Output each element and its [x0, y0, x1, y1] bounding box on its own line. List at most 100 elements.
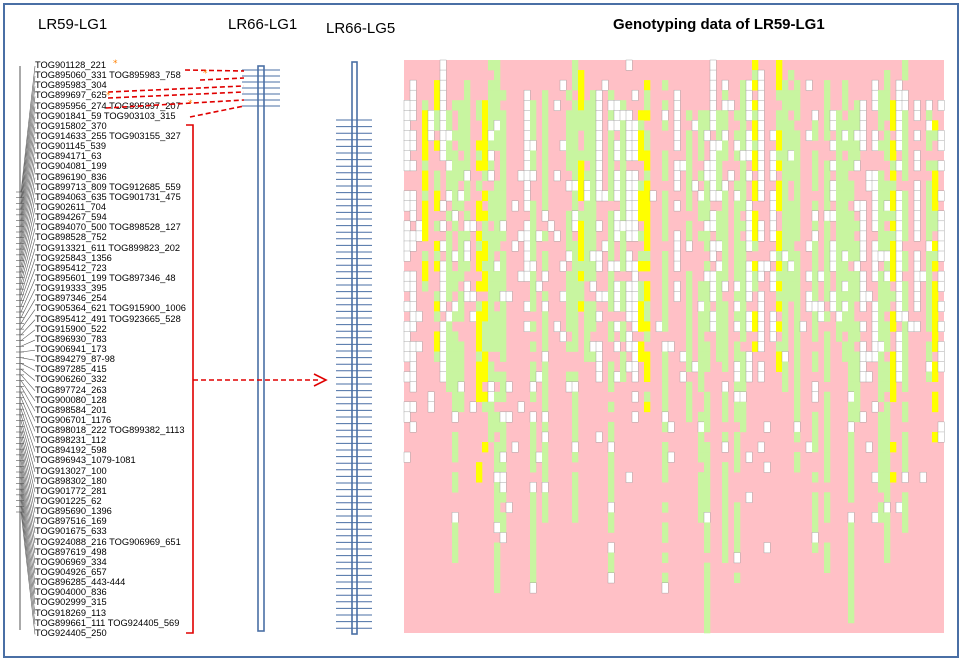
genotype-cell	[578, 281, 585, 292]
genotype-cell	[824, 552, 831, 563]
genotype-cell	[740, 80, 747, 91]
genotype-cell	[565, 180, 573, 192]
genotype-cell	[607, 572, 615, 584]
genotype-cell	[890, 140, 897, 151]
genotype-cell	[638, 341, 645, 352]
genotype-cell	[590, 110, 597, 121]
genotype-cell	[608, 240, 615, 252]
genotype-cell	[439, 341, 447, 353]
genotype-cell	[734, 150, 741, 161]
genotype-cell	[409, 89, 417, 101]
genotype-cell	[722, 522, 729, 533]
genotype-cell	[878, 331, 885, 342]
genotype-cell	[572, 421, 579, 433]
genotype-cell	[788, 160, 795, 171]
genotype-cell	[901, 311, 909, 322]
genotype-cell	[878, 512, 885, 523]
genotype-cell	[613, 371, 621, 383]
genotype-cell	[902, 371, 909, 382]
genotype-cell	[829, 301, 837, 312]
marker-link-line	[20, 471, 36, 564]
genotype-cell	[625, 120, 633, 131]
genotype-cell	[409, 230, 417, 242]
genotype-cell	[542, 120, 549, 131]
genotype-cell	[439, 79, 447, 91]
genotype-cell	[901, 89, 909, 101]
genotype-cell	[620, 301, 627, 312]
genotype-cell	[620, 190, 627, 202]
genotype-cell	[446, 180, 453, 191]
genotype-cell	[613, 190, 621, 202]
genotype-cell	[458, 140, 465, 151]
genotype-cell	[824, 261, 831, 272]
genotype-cell	[848, 562, 855, 573]
genotype-cell	[500, 210, 507, 222]
genotype-cell	[734, 512, 741, 523]
genotype-cell	[722, 140, 729, 151]
genotype-cell	[458, 291, 465, 302]
genotype-cell	[500, 442, 507, 453]
genotype-cell	[673, 100, 681, 111]
genotype-cell	[530, 572, 537, 584]
genotype-cell	[631, 150, 639, 162]
genotype-cell	[913, 200, 921, 212]
genotype-cell	[403, 190, 411, 202]
genotype-cell	[890, 381, 897, 393]
genotype-cell	[482, 251, 489, 262]
genotype-cell	[836, 261, 843, 272]
genotype-cell	[482, 230, 489, 242]
genotype-cell	[631, 170, 639, 182]
genotype-cell	[644, 100, 651, 111]
genotype-cell	[848, 572, 855, 584]
genotype-cell	[890, 311, 897, 322]
genotype-cell	[752, 160, 759, 171]
genotype-cell	[913, 190, 921, 202]
genotype-cell	[403, 230, 411, 242]
genotype-cell	[812, 472, 819, 483]
genotype-cell	[476, 321, 483, 332]
genotype-cell	[937, 341, 945, 353]
marker-label: TOG900080_128	[35, 394, 107, 405]
genotype-cell	[721, 381, 729, 393]
genotype-cell	[854, 150, 861, 161]
genotype-cell	[709, 120, 717, 131]
genotype-cell	[463, 170, 471, 182]
genotype-cell	[824, 120, 831, 131]
genotype-cell	[686, 391, 693, 403]
marker-label: TOG906969_334	[35, 556, 107, 567]
genotype-cell	[620, 240, 627, 252]
genotype-cell	[458, 160, 465, 171]
genotype-cell	[572, 110, 579, 121]
genotype-cell	[740, 371, 747, 382]
genotype-cell	[913, 270, 921, 282]
genotype-cell	[482, 240, 489, 252]
genotype-cell	[812, 130, 819, 141]
genotype-cell	[853, 260, 861, 272]
genotype-cell	[439, 361, 447, 373]
genotype-cell	[745, 451, 753, 463]
marker-link-line	[20, 187, 36, 261]
genotype-cell	[488, 301, 495, 312]
genotype-cell	[757, 140, 765, 151]
genotype-cell	[452, 130, 459, 141]
genotype-cell	[794, 220, 801, 232]
genotype-cell	[607, 120, 615, 131]
genotype-cell	[721, 130, 729, 141]
genotype-cell	[464, 261, 471, 272]
genotype-cell	[824, 80, 831, 91]
genotype-cell	[403, 150, 411, 162]
genotype-cell	[572, 472, 579, 483]
genotype-cell	[769, 250, 777, 262]
genotype-cell	[812, 522, 819, 533]
genotype-cell	[854, 281, 861, 292]
genotype-cell	[686, 331, 693, 342]
genotype-cell	[752, 120, 759, 131]
genotype-cell	[776, 110, 783, 121]
genotype-cell	[757, 301, 765, 312]
genotype-cell	[878, 391, 885, 403]
genotype-cell	[619, 110, 627, 121]
genotype-cell	[878, 281, 885, 292]
genotype-cell	[644, 140, 651, 151]
genotype-cell	[859, 280, 867, 292]
genotype-cell	[530, 431, 537, 443]
